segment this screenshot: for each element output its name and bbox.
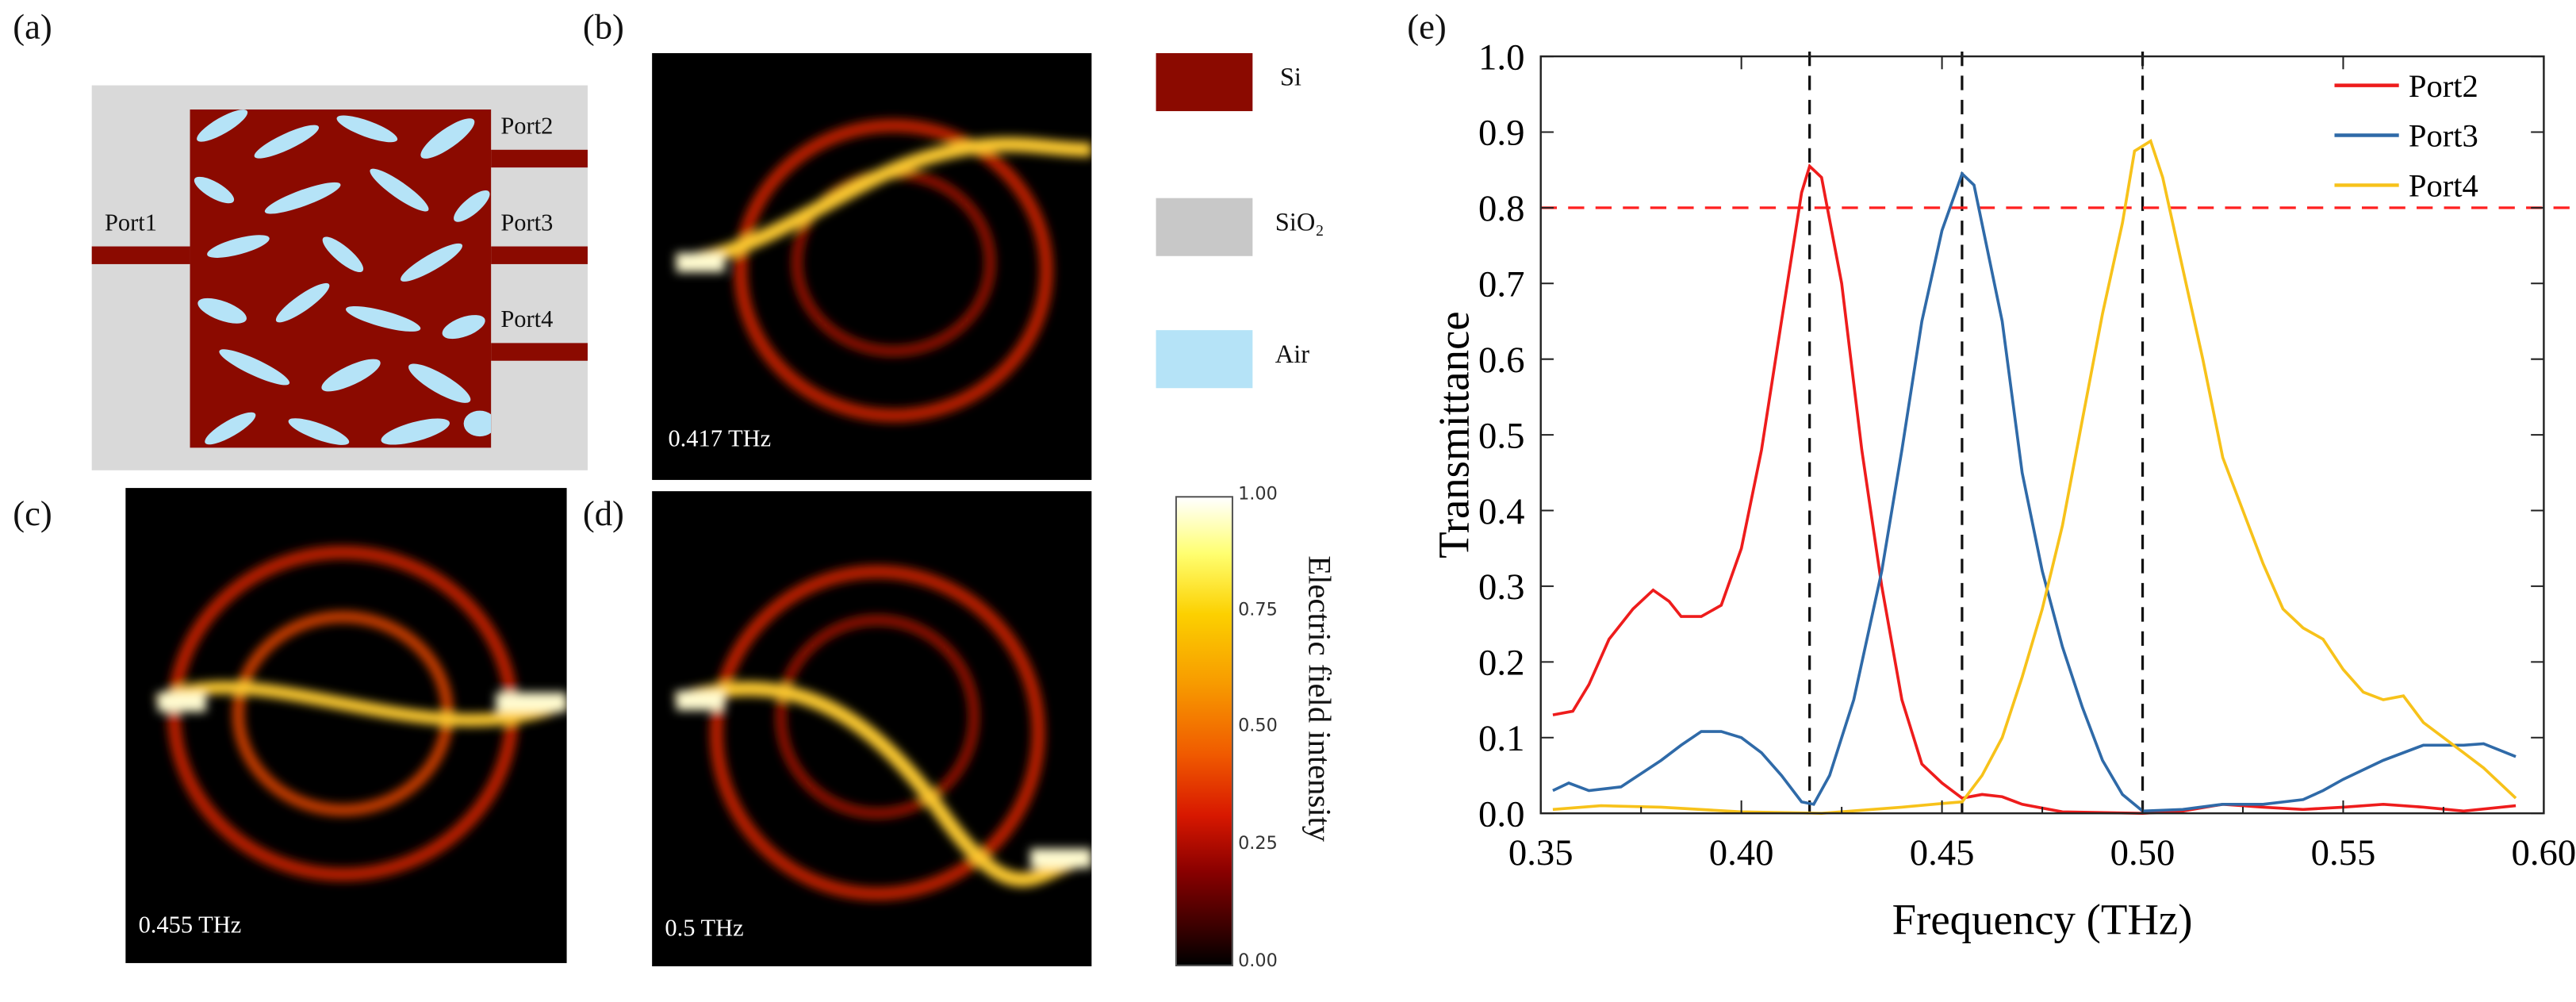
- colorbar-tick: 0.00: [1238, 950, 1278, 972]
- sio2-swatch: [1156, 198, 1253, 256]
- y-tick-label: 0.7: [1478, 264, 1524, 305]
- x-tick-label: 0.35: [1508, 832, 1574, 873]
- y-tick-label: 0.4: [1478, 491, 1524, 532]
- y-tick-label: 0.3: [1478, 566, 1524, 608]
- colorbar: [1175, 496, 1233, 966]
- port3-waveguide: [491, 246, 588, 264]
- series-line-port2: [1552, 163, 2517, 815]
- panel-b-label: (b): [582, 6, 624, 47]
- x-tick-label: 0.55: [2311, 832, 2376, 873]
- colorbar-title: Electric field intensity: [1301, 555, 1336, 843]
- port3-label: Port3: [500, 210, 554, 237]
- device-schematic: Port1 Port2 Port3 Port4: [91, 85, 588, 470]
- port2-waveguide: [491, 149, 588, 168]
- colorbar-tick: 0.25: [1238, 832, 1278, 854]
- legend-label: Port2: [2409, 68, 2478, 104]
- frequency-label: 0.417 THz: [668, 426, 772, 453]
- si-label: Si: [1279, 64, 1301, 92]
- y-axis-label: Transmittance: [1429, 311, 1478, 558]
- design-region: [190, 109, 492, 448]
- air-label: Air: [1275, 341, 1310, 369]
- x-tick-label: 0.45: [1910, 832, 1975, 873]
- y-tick-label: 0.9: [1478, 113, 1524, 154]
- transmittance-chart: 0.35 0.40 0.45 0.50 0.55 0.60 0.0 0.1 0.2 0.3 0.4 0…: [1429, 36, 2576, 943]
- y-tick-label: 0.5: [1478, 415, 1524, 456]
- port4-waveguide: [491, 343, 588, 361]
- legend-label: Port4: [2409, 168, 2478, 204]
- x-tick-label: 0.50: [2110, 832, 2175, 873]
- port4-label: Port4: [500, 307, 554, 334]
- x-tick-label: 0.60: [2512, 832, 2576, 873]
- y-tick-label: 0.2: [1478, 643, 1524, 684]
- frequency-label: 0.455 THz: [138, 913, 242, 939]
- panel-a-label: (a): [13, 6, 52, 47]
- plot-frame: [1539, 55, 2545, 815]
- sio2-label: SiO₂: [1275, 209, 1324, 237]
- port2-label: Port2: [500, 114, 554, 140]
- frequency-label: 0.5 THz: [665, 916, 744, 942]
- y-tick-label: 1.0: [1478, 36, 1524, 78]
- panel-d-label: (d): [582, 493, 624, 533]
- x-tick-label: 0.40: [1709, 832, 1774, 873]
- port1-waveguide: [91, 246, 190, 264]
- colorbar-tick: 0.50: [1238, 715, 1278, 736]
- y-tick-label: 0.0: [1478, 793, 1524, 835]
- field-map-0455: 0.455 THz: [125, 488, 567, 963]
- y-tick-label: 0.6: [1478, 340, 1524, 381]
- si-swatch: [1156, 52, 1253, 112]
- series-line-port3: [1552, 171, 2517, 813]
- field-map-0500: 0.5 THz: [652, 491, 1092, 966]
- port1-label: Port1: [104, 210, 157, 237]
- y-tick-label: 0.1: [1478, 718, 1524, 759]
- design-pattern: [194, 109, 492, 445]
- panel-c-label: (c): [13, 493, 52, 533]
- air-swatch: [1156, 330, 1253, 389]
- legend-label: Port3: [2409, 118, 2478, 154]
- colorbar-tick: 0.75: [1238, 599, 1278, 620]
- x-axis-label: Frequency (THz): [1892, 895, 2193, 943]
- series-line-port4: [1552, 139, 2517, 815]
- y-tick-label: 0.8: [1478, 188, 1524, 229]
- panel-e-label: (e): [1407, 6, 1447, 47]
- colorbar-tick: 1.00: [1238, 483, 1278, 505]
- field-map-0417: 0.417 THz: [652, 52, 1092, 480]
